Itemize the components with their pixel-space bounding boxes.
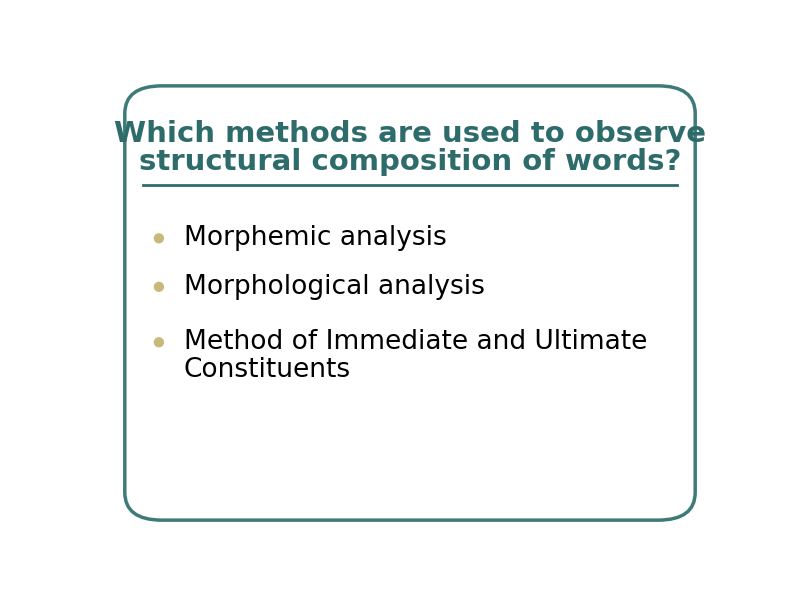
FancyBboxPatch shape [125, 86, 695, 520]
Text: Constituents: Constituents [184, 357, 351, 383]
Ellipse shape [154, 234, 163, 243]
Text: structural composition of words?: structural composition of words? [139, 148, 681, 176]
Ellipse shape [154, 283, 163, 291]
Ellipse shape [154, 338, 163, 347]
Text: Morphological analysis: Morphological analysis [184, 274, 485, 300]
Text: Morphemic analysis: Morphemic analysis [184, 226, 446, 251]
Text: Which methods are used to observe: Which methods are used to observe [114, 121, 706, 148]
Text: Method of Immediate and Ultimate: Method of Immediate and Ultimate [184, 329, 647, 355]
